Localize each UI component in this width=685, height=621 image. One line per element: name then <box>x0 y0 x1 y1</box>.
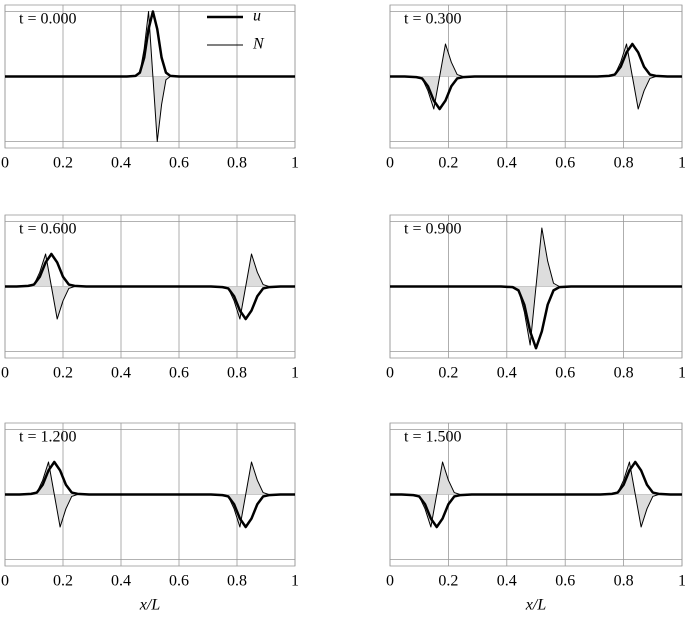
x-tick-label: 0.2 <box>438 573 458 590</box>
x-tick-label: 1 <box>678 155 685 172</box>
x-axis-label: x/L <box>139 597 161 614</box>
x-tick-label: 0.8 <box>227 155 247 172</box>
x-axis-label: x/L <box>525 597 547 614</box>
line <box>5 460 295 529</box>
x-tick-label: 0.4 <box>497 365 517 382</box>
x-tick-label: 0.6 <box>555 365 575 382</box>
x-tick-label: 1 <box>678 573 685 590</box>
x-tick-label: 0 <box>386 155 394 172</box>
panel: 0 0.2 0.4 0.6 0.8 1 t = 0.300 <box>386 4 685 172</box>
x-tick-label: 0.8 <box>614 155 634 172</box>
x-tick-label: 0.2 <box>53 155 73 172</box>
panel-title: t = 0.300 <box>404 11 461 28</box>
x-tick-label: 0.2 <box>438 155 458 172</box>
x-tick-label: 0.4 <box>111 573 131 590</box>
x-tick-label: 0 <box>1 365 9 382</box>
x-tick-label: 0.4 <box>497 573 517 590</box>
area <box>5 254 295 319</box>
panel: 0 0.2 0.4 0.6 0.8 1 t = 0.600 <box>1 214 299 382</box>
line <box>5 10 295 78</box>
x-tick-label: 0.4 <box>111 155 131 172</box>
panel-title: t = 1.500 <box>404 429 461 446</box>
panel-title: t = 1.200 <box>19 429 76 446</box>
x-tick-label: 0.6 <box>169 573 189 590</box>
area <box>390 44 682 109</box>
x-tick-label: 1 <box>291 573 299 590</box>
x-tick-label: 0.6 <box>555 573 575 590</box>
x-tick-label: 0.8 <box>614 573 634 590</box>
x-tick-label: 0.6 <box>169 365 189 382</box>
x-tick-label: 0.8 <box>227 365 247 382</box>
x-tick-label: 1 <box>291 365 299 382</box>
x-tick-label: 0.8 <box>614 365 634 382</box>
legend-label: u <box>253 8 261 25</box>
panel: 0 0.2 0.4 0.6 0.8 1 t = 1.200 x/L <box>1 422 299 614</box>
panel: 0 0.2 0.4 0.6 0.8 1 t = 1.500 x/L <box>386 422 685 614</box>
line <box>390 460 682 529</box>
area <box>390 462 682 527</box>
panel: 0 0.2 0.4 0.6 0.8 1 t = 0.000 uN <box>1 4 299 172</box>
panel-title: t = 0.000 <box>19 11 76 28</box>
x-tick-label: 0.6 <box>555 155 575 172</box>
x-tick-label: 0 <box>386 365 394 382</box>
x-tick-label: 1 <box>678 365 685 382</box>
x-tick-label: 0.2 <box>53 365 73 382</box>
x-tick-label: 0.8 <box>227 573 247 590</box>
x-tick-label: 1 <box>291 155 299 172</box>
x-tick-label: 0 <box>1 573 9 590</box>
x-tick-label: 0 <box>1 155 9 172</box>
panel: 0 0.2 0.4 0.6 0.8 1 t = 0.900 <box>386 214 685 382</box>
panel-title: t = 0.600 <box>19 221 76 238</box>
x-tick-label: 0.4 <box>111 365 131 382</box>
panel-title: t = 0.900 <box>404 221 461 238</box>
line <box>390 42 682 111</box>
line <box>5 252 295 321</box>
x-tick-label: 0.6 <box>169 155 189 172</box>
legend-label: N <box>252 36 265 53</box>
area <box>5 11 295 142</box>
x-tick-label: 0.4 <box>497 155 517 172</box>
line <box>390 285 682 350</box>
x-tick-label: 0.2 <box>53 573 73 590</box>
x-tick-label: 0 <box>386 573 394 590</box>
x-tick-label: 0.2 <box>438 365 458 382</box>
area <box>5 462 295 527</box>
